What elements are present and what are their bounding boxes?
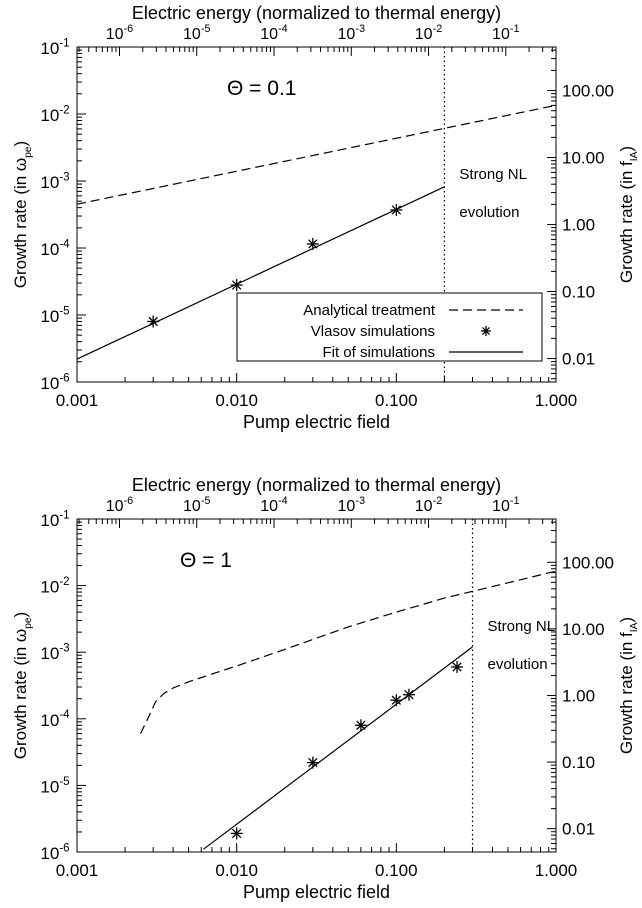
y-tick-label: 10-3 (40, 171, 69, 192)
top-tick-label: 10-3 (338, 23, 365, 43)
right-tick-label: 100.00 (562, 553, 614, 572)
theta-label: Θ = 1 (180, 549, 232, 572)
legend (236, 292, 543, 362)
fit-line (77, 186, 445, 360)
nl-label-2: evolution (488, 656, 548, 673)
right-tick-label: 0.01 (562, 820, 595, 839)
fit-line (203, 646, 473, 850)
y-tick-label: 10-1 (40, 509, 69, 530)
right-tick-label: 1.00 (562, 686, 595, 705)
top-tick-label: 10-5 (183, 23, 210, 43)
vlasov-point (354, 719, 367, 732)
top-tick-label: 10-2 (415, 23, 442, 43)
x-tick-label: 0.001 (56, 391, 99, 410)
plot-area (77, 104, 556, 360)
vlasov-point (230, 827, 243, 840)
legend-label: Vlasov simulations (311, 323, 435, 340)
right-tick-label: 1.00 (562, 216, 595, 235)
x-tick-label: 1.000 (535, 861, 578, 880)
y2-axis-title: Growth rate (in fIA) (617, 617, 640, 754)
x-tick-label: 0.001 (56, 861, 99, 880)
y-tick-label: 10-4 (40, 709, 70, 730)
plot-frame (76, 518, 557, 853)
y-tick-label: 10-2 (40, 576, 69, 597)
y-tick-label: 10-3 (40, 643, 69, 664)
y-tick-label: 10-4 (40, 238, 70, 259)
top-tick-label: 10-5 (183, 495, 210, 515)
right-tick-label: 100.00 (562, 82, 614, 101)
analytical-curve (77, 104, 556, 205)
chart-panel-theta-1: 10-6 10-5 10-4 10-3 10-2 10-1 0.01 0.10 1.00 10.0… (11, 475, 640, 902)
top-tick-label: 10-6 (106, 23, 133, 43)
x-tick-label: 0.010 (215, 391, 258, 410)
plot-area (139, 570, 556, 850)
vlasov-point (230, 279, 243, 292)
top-axis-title: Electric energy (normalized to thermal e… (132, 475, 501, 495)
x-tick-label: 0.100 (375, 391, 418, 410)
chart-panel-theta-0-1: 10-6 10-5 10-4 10-3 10-2 10-1 0.01 0.10 1.00 10.0… (11, 3, 640, 432)
right-tick-label: 0.10 (562, 283, 595, 302)
top-tick-label: 10-3 (338, 495, 365, 515)
top-tick-label: 10-1 (492, 23, 519, 43)
y-tick-label: 10-2 (40, 104, 69, 125)
top-tick-label: 10-2 (415, 495, 442, 515)
y-tick-label: 10-1 (40, 37, 69, 58)
x-axis-title: Pump electric field (243, 412, 390, 432)
x-tick-label: 0.010 (215, 861, 258, 880)
nl-label-2: evolution (459, 204, 519, 221)
y-axis-title: Growth rate (in ωpe) (11, 141, 34, 288)
theta-label: Θ = 0.1 (227, 77, 296, 100)
top-tick-label: 10-1 (492, 495, 519, 515)
vlasov-point (451, 660, 464, 673)
x-tick-label: 0.100 (375, 861, 418, 880)
y-tick-label: 10-5 (40, 776, 69, 797)
right-tick-label: 0.01 (562, 350, 595, 369)
y-tick-label: 10-5 (40, 305, 69, 326)
right-tick-label: 0.10 (562, 753, 595, 772)
right-tick-label: 10.00 (562, 149, 605, 168)
y-axis-title: Growth rate (in ωpe) (11, 612, 34, 759)
top-tick-label: 10-4 (260, 23, 287, 43)
nl-label-1: Strong NL (459, 166, 527, 183)
x-axis-title: Pump electric field (243, 882, 390, 902)
legend-marker (481, 326, 491, 336)
x-tick-label: 1.000 (535, 391, 578, 410)
y2-axis-title: Growth rate (in fIA) (617, 146, 640, 283)
top-axis-title: Electric energy (normalized to thermal e… (132, 3, 501, 23)
top-tick-label: 10-4 (260, 495, 287, 515)
analytical-curve (139, 570, 556, 734)
y-tick-label: 10-6 (40, 372, 69, 393)
nl-label-1: Strong NL (488, 618, 556, 635)
top-tick-label: 10-6 (106, 495, 133, 515)
legend-label: Analytical treatment (303, 302, 436, 319)
right-tick-label: 10.00 (562, 620, 605, 639)
legend-label: Fit of simulations (322, 344, 435, 361)
y-tick-label: 10-6 (40, 842, 69, 863)
plot-frame (76, 46, 557, 383)
